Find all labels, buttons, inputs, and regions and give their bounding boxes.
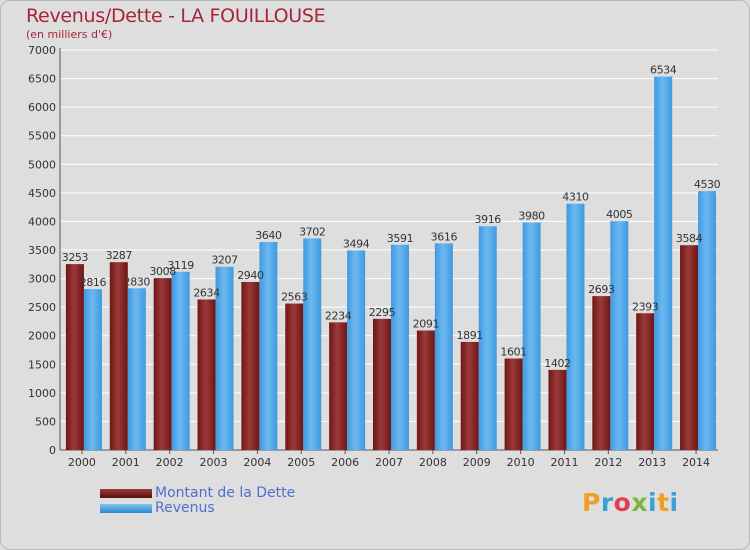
x-tick-label: 2011 xyxy=(550,456,578,469)
y-tick-label: 3500 xyxy=(28,244,56,257)
data-label-revenus: 4005 xyxy=(606,208,633,221)
x-tick-label: 2007 xyxy=(375,456,403,469)
y-tick-label: 2500 xyxy=(28,301,56,314)
bar-revenus xyxy=(434,243,453,450)
chart-title: Revenus/Dette - LA FOUILLOUSE xyxy=(26,5,326,27)
y-tick-label: 1000 xyxy=(28,387,56,400)
data-label-revenus: 3207 xyxy=(211,254,238,267)
data-label-dette: 2940 xyxy=(237,269,264,282)
legend-label-dette: Montant de la Dette xyxy=(155,485,296,501)
data-label-dette: 1891 xyxy=(457,329,483,342)
data-label-revenus: 2816 xyxy=(80,276,107,289)
x-tick-label: 2002 xyxy=(156,456,184,469)
x-tick-label: 2012 xyxy=(594,456,622,469)
data-label-dette: 2234 xyxy=(325,309,352,322)
data-label-revenus: 4310 xyxy=(562,191,589,204)
bar-dette xyxy=(197,299,216,450)
x-tick-label: 2003 xyxy=(200,456,228,469)
bar-dette xyxy=(636,313,655,450)
data-label-dette: 2634 xyxy=(193,286,220,299)
y-tick-label: 3000 xyxy=(28,273,56,286)
bar-revenus xyxy=(654,76,673,450)
bar-revenus xyxy=(566,203,585,450)
bar-dette xyxy=(285,303,304,450)
bar-dette xyxy=(241,282,260,450)
bar-revenus xyxy=(522,222,541,450)
y-tick-label: 1500 xyxy=(28,358,56,371)
legend-swatch-dette xyxy=(100,489,152,498)
data-label-revenus: 3640 xyxy=(255,229,282,242)
data-label-revenus: 3980 xyxy=(518,210,545,223)
y-tick-label: 500 xyxy=(35,415,56,428)
data-label-revenus: 4530 xyxy=(694,178,721,191)
data-label-dette: 1601 xyxy=(500,346,526,359)
bar-revenus xyxy=(347,250,366,450)
bar-revenus xyxy=(698,191,717,450)
x-tick-label: 2006 xyxy=(331,456,359,469)
bar-revenus xyxy=(303,238,322,450)
bar-dette xyxy=(592,296,611,450)
x-tick-label: 2014 xyxy=(682,456,710,469)
proxiti-logo: Proxiti xyxy=(582,488,679,517)
data-label-dette: 2393 xyxy=(632,300,659,313)
bar-dette xyxy=(373,318,391,450)
bar-dette xyxy=(680,245,699,450)
data-label-revenus: 3494 xyxy=(343,237,370,250)
y-tick-label: 2000 xyxy=(28,330,56,343)
data-label-revenus: 3916 xyxy=(475,213,502,226)
data-label-dette: 3287 xyxy=(106,249,133,262)
bar-revenus xyxy=(127,288,146,450)
bar-revenus xyxy=(259,242,278,450)
x-tick-label: 2005 xyxy=(287,456,315,469)
x-tick-label: 2008 xyxy=(419,456,447,469)
x-tick-label: 2001 xyxy=(112,456,140,469)
y-tick-label: 7000 xyxy=(28,44,56,57)
data-label-dette: 3008 xyxy=(149,265,176,278)
y-tick-label: 5500 xyxy=(28,130,56,143)
bar-dette xyxy=(153,278,172,450)
x-tick-label: 2000 xyxy=(68,456,96,469)
bar-revenus xyxy=(83,289,102,450)
bar-revenus xyxy=(391,244,409,450)
data-label-revenus: 3702 xyxy=(299,225,325,238)
data-label-revenus: 3591 xyxy=(387,232,413,245)
bar-dette xyxy=(65,264,84,450)
x-tick-label: 2010 xyxy=(507,456,535,469)
bar-revenus xyxy=(610,221,629,450)
bar-revenus xyxy=(478,226,497,450)
legend-swatch-revenus xyxy=(100,504,152,513)
bar-revenus xyxy=(215,266,234,450)
bar-dette xyxy=(329,322,348,450)
data-label-dette: 3253 xyxy=(62,251,89,264)
data-label-revenus: 3616 xyxy=(431,230,458,243)
bar-dette xyxy=(504,358,523,450)
y-tick-label: 6000 xyxy=(28,101,56,114)
data-label-dette: 3584 xyxy=(676,232,703,245)
data-label-dette: 2091 xyxy=(413,318,439,331)
data-label-revenus: 6534 xyxy=(650,64,677,77)
data-label-dette: 2693 xyxy=(588,283,615,296)
y-tick-label: 6500 xyxy=(28,73,56,86)
bar-revenus xyxy=(171,271,190,450)
data-label-revenus: 3119 xyxy=(167,259,194,272)
y-tick-label: 4000 xyxy=(28,215,56,228)
chart-subtitle: (en milliers d'€) xyxy=(26,28,113,41)
x-tick-label: 2013 xyxy=(638,456,666,469)
data-label-revenus: 2830 xyxy=(124,275,151,288)
bar-dette xyxy=(109,262,128,450)
y-tick-label: 4500 xyxy=(28,187,56,200)
x-tick-label: 2004 xyxy=(243,456,271,469)
legend-label-revenus: Revenus xyxy=(155,500,215,516)
y-tick-label: 0 xyxy=(49,444,56,457)
bar-dette xyxy=(548,369,567,450)
data-label-dette: 2295 xyxy=(369,306,396,319)
bar-dette xyxy=(460,341,479,450)
data-label-dette: 2563 xyxy=(281,291,308,304)
bar-dette xyxy=(416,330,435,450)
y-tick-label: 5000 xyxy=(28,158,56,171)
x-tick-label: 2009 xyxy=(463,456,491,469)
data-label-dette: 1402 xyxy=(544,357,570,370)
